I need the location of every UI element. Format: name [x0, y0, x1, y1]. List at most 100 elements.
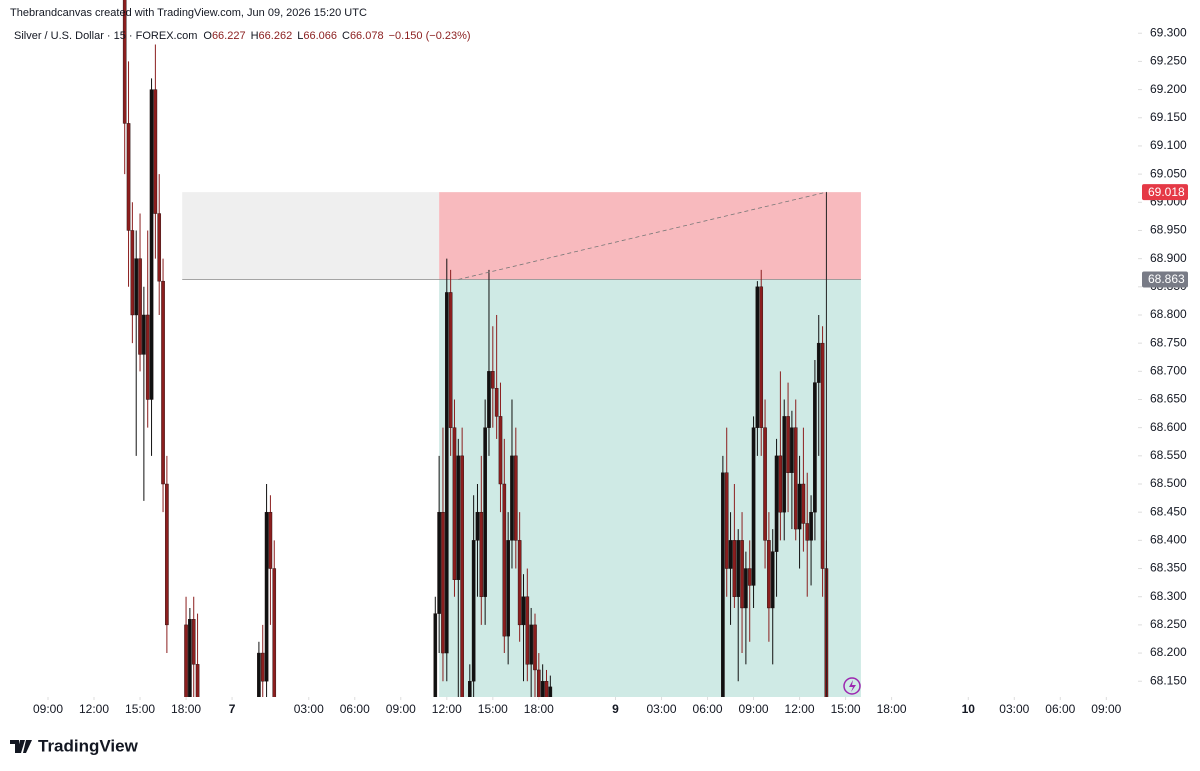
x-tick-label: 06:00	[693, 702, 723, 716]
candle-body	[437, 511, 441, 614]
ohlc-value: 66.262	[259, 30, 293, 42]
candle-body	[441, 511, 445, 654]
candle-body	[448, 292, 453, 428]
candle-body	[444, 292, 449, 654]
y-tick-label: 68.250	[1150, 617, 1187, 631]
x-tick-label: 09:00	[739, 702, 769, 716]
candle-body	[740, 540, 744, 609]
candle-body	[471, 540, 476, 682]
symbol: Silver / U.S. Dollar · 15 · FOREX.com	[14, 30, 197, 42]
candle-body	[721, 472, 725, 697]
y-tick-label: 69.150	[1150, 110, 1187, 124]
candle-body	[533, 624, 537, 671]
candle-body	[728, 540, 733, 569]
candle-body	[460, 455, 464, 697]
x-tick-label: 10	[962, 702, 976, 716]
candle-body	[498, 416, 503, 485]
candle-body	[820, 342, 825, 569]
candle-body	[778, 455, 783, 513]
y-tick-label: 68.550	[1150, 448, 1187, 462]
candle-body	[732, 540, 737, 597]
candle-body	[188, 619, 192, 697]
target-zone	[439, 279, 861, 697]
y-tick-label: 68.900	[1150, 251, 1187, 265]
candle-body	[130, 230, 135, 316]
candle-body	[491, 371, 495, 389]
candle-body	[142, 314, 146, 355]
candle-body	[191, 619, 196, 665]
candle-body	[260, 652, 265, 682]
plot-area	[182, 192, 861, 697]
candle-body	[494, 388, 499, 417]
price-tag-label: 69.018	[1148, 185, 1185, 199]
candle-body	[514, 455, 518, 541]
x-tick-label: 12:00	[432, 702, 462, 716]
candle-body	[751, 427, 756, 586]
candle-body	[149, 89, 154, 400]
candle-body	[548, 686, 553, 697]
ohlc-value: 66.078	[350, 30, 384, 42]
candle-body	[790, 427, 794, 473]
x-tick-label: 9	[612, 702, 619, 716]
brand: TradingView	[38, 736, 139, 755]
y-tick-label: 68.350	[1150, 561, 1187, 575]
x-tick-label: 03:00	[999, 702, 1029, 716]
candle-body	[134, 258, 139, 316]
legend: Silver / U.S. Dollar · 15 · FOREX.com O 66…	[14, 30, 471, 42]
candle-body	[456, 455, 461, 581]
candle-body	[157, 213, 162, 282]
candle-body	[786, 416, 790, 473]
candle-body	[195, 664, 200, 697]
x-tick-label: 7	[229, 702, 236, 716]
candle-body	[813, 382, 817, 513]
candle-body	[433, 613, 438, 697]
x-tick-label: 18:00	[171, 702, 201, 716]
candle-body	[529, 624, 533, 665]
candle-body	[782, 416, 787, 513]
candle-body	[268, 511, 273, 569]
candle-body	[540, 681, 545, 697]
candle-body	[126, 123, 131, 231]
candle-body	[153, 89, 158, 214]
x-tick-label: 15:00	[831, 702, 861, 716]
candle-body	[793, 427, 798, 530]
x-tick-label: 15:00	[125, 702, 155, 716]
candle-body	[184, 624, 188, 697]
candle-body	[763, 427, 767, 541]
candle-body	[816, 342, 821, 383]
candle-body	[801, 483, 806, 524]
ohlc-key: H	[251, 30, 259, 42]
y-tick-label: 68.300	[1150, 589, 1187, 603]
x-tick-label: 12:00	[79, 702, 109, 716]
candles	[122, 0, 829, 697]
price-tag-label: 68.863	[1148, 272, 1185, 286]
trade-line	[458, 191, 827, 280]
icon	[843, 677, 861, 695]
ohlc-key: O	[203, 30, 212, 42]
y-tick-label: 68.450	[1150, 504, 1187, 518]
candle-body	[809, 511, 813, 541]
y-tick-label: 68.400	[1150, 533, 1187, 547]
y-tick-label: 68.750	[1150, 335, 1187, 349]
candle-body	[452, 427, 457, 581]
price-tag	[1142, 271, 1188, 288]
candle-body	[510, 455, 514, 541]
ohlc-value: 66.227	[212, 30, 246, 42]
x-tick-label: 18:00	[524, 702, 554, 716]
x-tick-label: 09:00	[386, 702, 416, 716]
y-tick-label: 68.150	[1150, 673, 1187, 687]
y-tick-label: 69.250	[1150, 54, 1187, 68]
y-tick-label: 68.200	[1150, 645, 1187, 659]
candle-body	[272, 568, 277, 697]
candle-body	[264, 511, 269, 682]
candle-body	[145, 314, 150, 400]
x-tick-label: 03:00	[294, 702, 324, 716]
axes: 68.150 68.200 68.250 68.300 68.350 68.400 68.4…	[33, 25, 1188, 716]
y-tick-label: 69.300	[1150, 25, 1187, 39]
logo: TradingView	[10, 736, 139, 755]
candle-body	[747, 568, 752, 586]
price-tag	[1142, 184, 1188, 201]
x-tick-label: 06:00	[340, 702, 370, 716]
ohlc-value: 66.066	[303, 30, 337, 42]
